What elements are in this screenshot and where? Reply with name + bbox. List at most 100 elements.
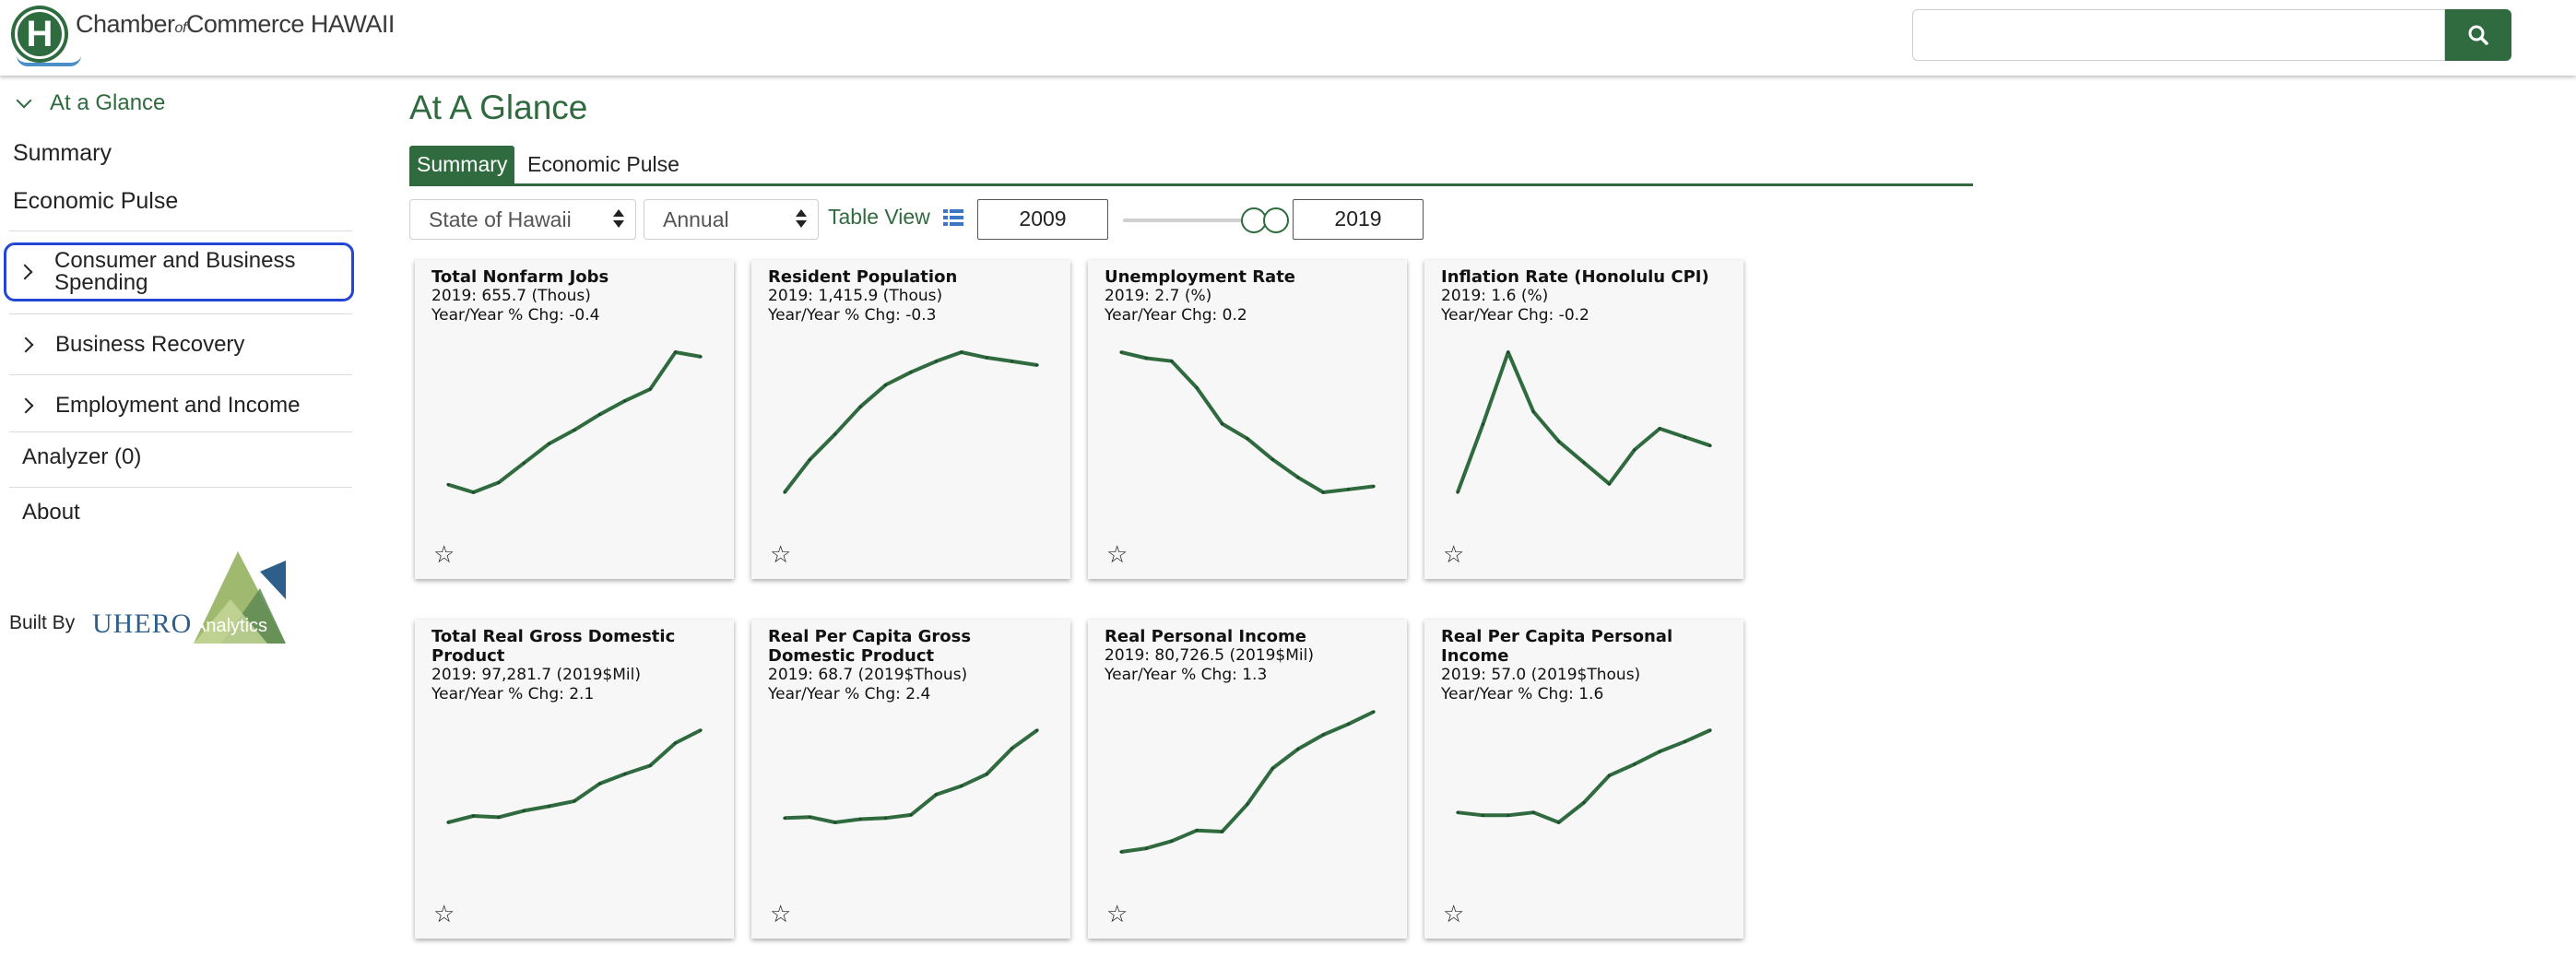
sparkline-point [1557, 440, 1561, 443]
sidebar-item-at-a-glance[interactable]: At a Glance [16, 90, 166, 116]
sparkline-point [1633, 448, 1637, 452]
card-title: Real Per Capita Gross Domestic Product [768, 627, 972, 666]
sparkline-point [960, 784, 963, 788]
sparkline-point [471, 490, 475, 494]
sparkline-point [909, 813, 913, 817]
sparkline-series [447, 350, 702, 494]
indicator-card[interactable]: Real Per Capita Personal Income 2019: 57.… [1424, 620, 1743, 939]
sidebar-item-summary[interactable]: Summary [13, 140, 112, 166]
sidebar-group-consumer-and-business-spending[interactable]: Consumer and Business Spending [4, 242, 354, 301]
sparkline-point [1221, 830, 1224, 833]
sparkline-point [1144, 846, 1148, 850]
year-range-slider-track[interactable] [1123, 219, 1289, 222]
logo-wave-icon [17, 55, 81, 66]
logo-text-of: of [174, 19, 187, 36]
sparkline-point [1221, 422, 1224, 426]
search-icon [2468, 25, 2488, 45]
sparkline-point [1246, 437, 1249, 441]
sparkline-point [497, 480, 501, 485]
card-change: Year/Year Chg: 0.2 [1105, 306, 1247, 325]
sparkline-point [1170, 360, 1174, 363]
star-icon[interactable]: ☆ [433, 540, 455, 568]
chevron-down-icon [16, 92, 32, 109]
logo-text-commerce: Commerce HAWAII [185, 9, 396, 38]
sidebar-group-label: Business Recovery [55, 332, 245, 357]
indicator-card[interactable]: Total Real Gross Domestic Product 2019: 9… [415, 620, 734, 939]
sparkline-point [623, 399, 627, 403]
logo-text: ChamberofCommerce HAWAII [76, 10, 395, 39]
sparkline-point [471, 814, 475, 818]
sparkline-series [1456, 350, 1711, 493]
tab-summary[interactable]: Summary [409, 146, 515, 183]
star-icon[interactable]: ☆ [1443, 900, 1465, 927]
sparkline-point [1481, 813, 1484, 817]
chamber-logo[interactable]: H ChamberofCommerce HAWAII [11, 2, 395, 66]
sparkline-point [858, 405, 862, 408]
year-range-end-handle[interactable] [1263, 207, 1289, 233]
sparkline-series [1120, 350, 1375, 494]
frequency-select[interactable]: Annual [644, 199, 819, 240]
sidebar-divider [9, 431, 352, 432]
sidebar-item-about[interactable]: About [22, 500, 80, 525]
start-year-input[interactable]: 2009 [977, 199, 1108, 240]
sparkline-point [934, 793, 938, 797]
region-select[interactable]: State of Hawaii [409, 199, 636, 240]
card-latest-value: 2019: 655.7 (Thous) [431, 287, 591, 305]
sparkline-point [783, 816, 786, 820]
search-button[interactable] [2445, 9, 2511, 61]
uhero-logo[interactable]: UHERO Analytics [92, 544, 288, 645]
indicator-card[interactable]: Resident Population 2019: 1,415.9 (Thous)… [751, 260, 1070, 579]
card-change: Year/Year % Chg: -0.3 [768, 306, 937, 325]
sparkline-point [446, 482, 450, 487]
sparkline-point [597, 412, 601, 417]
indicator-card[interactable]: Inflation Rate (Honolulu CPI) 2019: 1.6 (… [1424, 260, 1743, 579]
card-title: Inflation Rate (Honolulu CPI) [1441, 267, 1709, 287]
indicator-card[interactable]: Unemployment Rate 2019: 2.7 (%) Year/Year … [1088, 260, 1407, 579]
star-icon[interactable]: ☆ [1443, 540, 1465, 568]
select-arrows-icon [613, 209, 624, 230]
star-icon[interactable]: ☆ [770, 900, 792, 927]
sparkline-point [1708, 443, 1712, 447]
sidebar-item-economic-pulse[interactable]: Economic Pulse [13, 188, 179, 214]
sparkline-chart [1119, 350, 1376, 494]
table-view-toggle[interactable]: Table View [828, 205, 963, 230]
sparkline-series [1120, 710, 1375, 854]
search-input[interactable] [1912, 9, 2445, 61]
card-latest-value: 2019: 57.0 (2019$Thous) [1441, 666, 1641, 684]
sidebar-item-label: At a Glance [50, 90, 166, 115]
card-change: Year/Year % Chg: -0.4 [431, 306, 600, 325]
sparkline-series [447, 728, 702, 824]
tab-economic-pulse[interactable]: Economic Pulse [527, 152, 679, 176]
star-icon[interactable]: ☆ [433, 900, 455, 927]
indicator-card[interactable]: Real Per Capita Gross Domestic Product 20… [751, 620, 1070, 939]
chevron-right-icon [18, 337, 34, 353]
sparkline-point [1658, 427, 1661, 431]
sparkline-point [1456, 810, 1459, 814]
indicator-card[interactable]: Total Nonfarm Jobs 2019: 655.7 (Thous) Yea… [415, 260, 734, 579]
indicator-card[interactable]: Real Personal Income 2019: 80,726.5 (2019… [1088, 620, 1407, 939]
sidebar-group-business-recovery[interactable]: Business Recovery [4, 317, 354, 372]
sparkline-point [808, 815, 811, 819]
card-latest-value: 2019: 1.6 (%) [1441, 287, 1549, 305]
card-latest-value: 2019: 1,415.9 (Thous) [768, 287, 943, 305]
card-latest-value: 2019: 80,726.5 (2019$Mil) [1105, 646, 1314, 665]
chamber-logo-mark: H [11, 6, 68, 63]
uhero-name: UHERO [92, 608, 193, 639]
card-title: Resident Population [768, 267, 958, 287]
card-title: Real Per Capita Personal Income [1441, 627, 1673, 666]
sidebar-divider [9, 230, 352, 231]
star-icon[interactable]: ☆ [1106, 540, 1128, 568]
sparkline-point [1246, 802, 1249, 806]
sidebar-group-employment-and-income[interactable]: Employment and Income [4, 378, 354, 433]
top-header: H ChamberofCommerce HAWAII [0, 0, 2576, 76]
sparkline-point [1170, 839, 1174, 843]
sparkline-point [1321, 733, 1325, 737]
sparkline-point [548, 804, 551, 809]
sidebar-item-analyzer[interactable]: Analyzer (0) [22, 444, 142, 469]
star-icon[interactable]: ☆ [1106, 900, 1128, 927]
sparkline-point [808, 457, 811, 462]
star-icon[interactable]: ☆ [770, 540, 792, 568]
region-select-value: State of Hawaii [429, 207, 572, 231]
end-year-input[interactable]: 2019 [1293, 199, 1424, 240]
sparkline-point [1296, 476, 1300, 479]
